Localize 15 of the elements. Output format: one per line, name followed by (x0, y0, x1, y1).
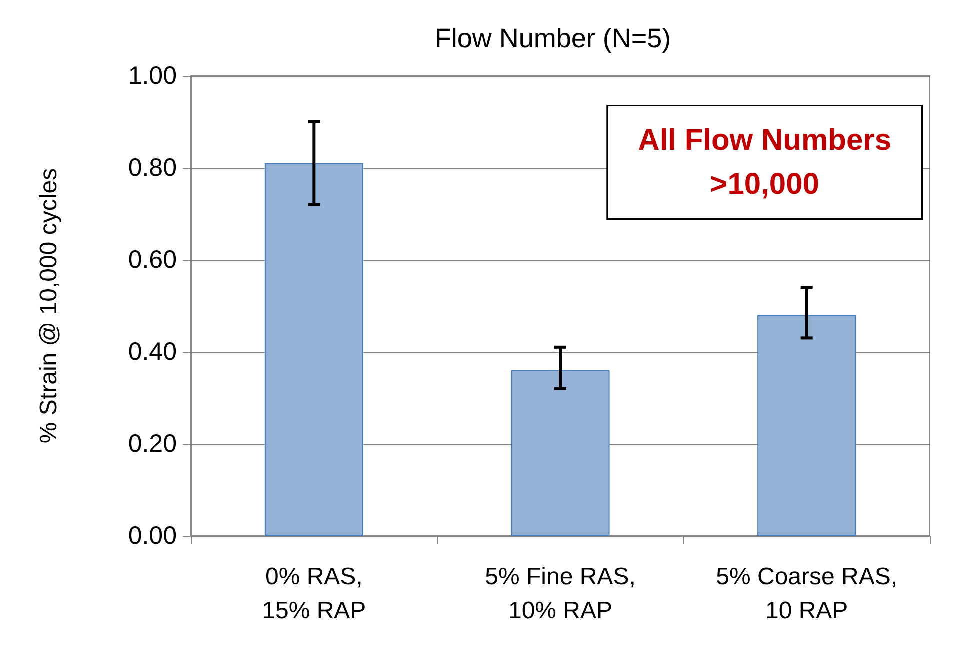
bar (758, 315, 856, 536)
x-tick-label: 5% Coarse RAS, 10 RAP (716, 564, 898, 624)
y-tick-label: 0.60 (128, 246, 177, 274)
bar (511, 370, 610, 536)
y-tick-label: 0.00 (128, 522, 177, 550)
y-tick-label: 0.80 (128, 154, 177, 182)
y-tick-label: 1.00 (128, 62, 177, 90)
annotation: All Flow Numbers >10,000 (638, 124, 892, 201)
x-tick-label: 5% Fine RAS, 10% RAP (485, 564, 636, 624)
y-axis-title: % Strain @ 10,000 cycles (36, 168, 62, 444)
y-tick-label: 0.40 (128, 338, 177, 366)
chart-title: Flow Number (N=5) (434, 24, 672, 54)
x-tick-label: 0% RAS, 15% RAP (262, 564, 366, 624)
bar (264, 163, 364, 536)
y-tick-label: 0.20 (128, 430, 177, 458)
